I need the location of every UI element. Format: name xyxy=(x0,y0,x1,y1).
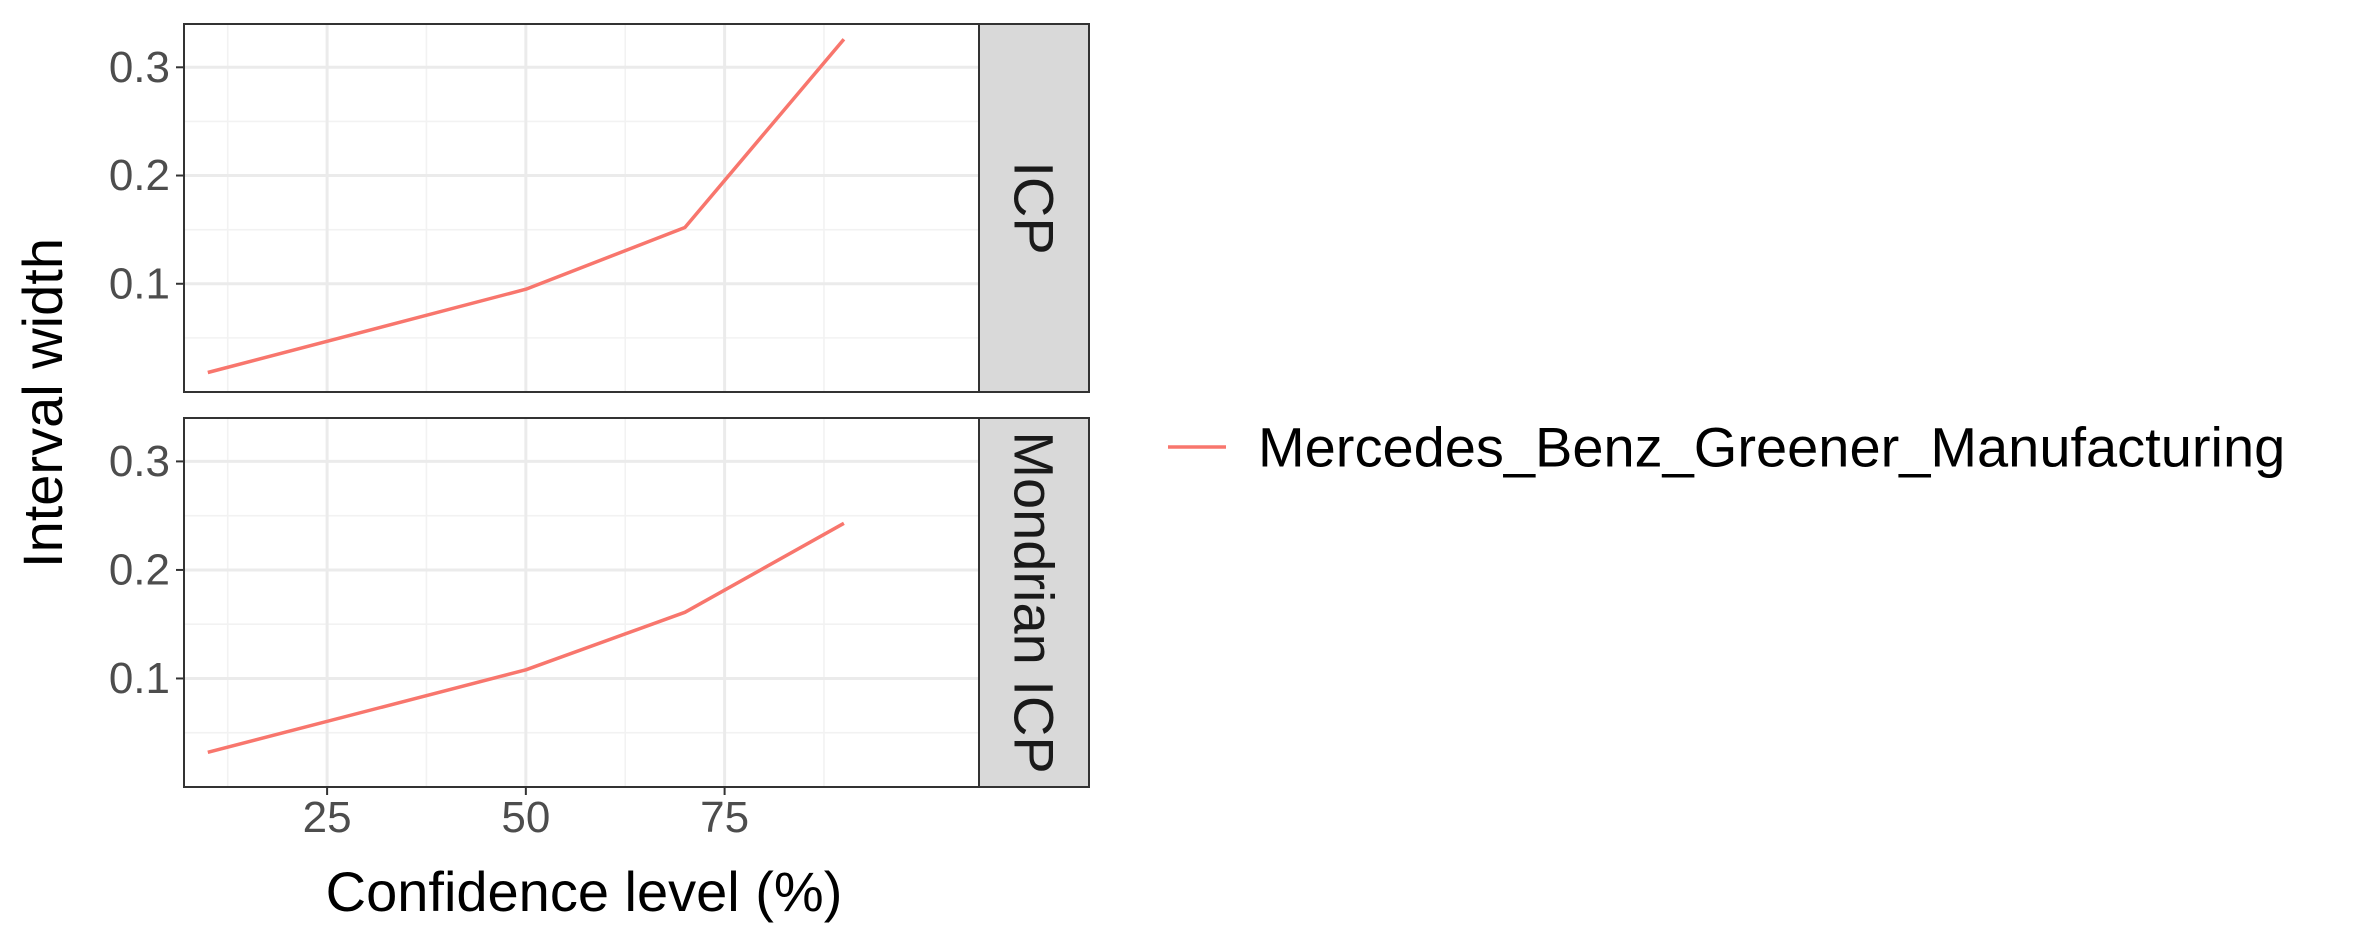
y-tick-label: 0.2 xyxy=(109,545,170,594)
facet-strip: Mondrian ICP xyxy=(978,417,1090,788)
y-tick-label: 0.3 xyxy=(109,43,170,92)
strip-label-group: Mondrian ICP xyxy=(1003,431,1066,773)
y-tick-label: 0.1 xyxy=(109,654,170,703)
series-line xyxy=(207,521,845,754)
strip-label-group: ICP xyxy=(1003,161,1066,254)
y-tick-label: 0.2 xyxy=(109,151,170,200)
panel-mondrian-icp: 0.1 0.2 0.3 Mondrian ICP xyxy=(109,417,1090,788)
y-axis-title: Interval width xyxy=(11,238,74,568)
x-tick-label: 50 xyxy=(501,793,550,842)
x-tick-label: 75 xyxy=(700,793,749,842)
legend: Mercedes_Benz_Greener_Manufacturing xyxy=(1168,416,2285,479)
y-tick-label: 0.3 xyxy=(109,437,170,486)
panel-background xyxy=(184,418,979,787)
y-tick-label: 0.1 xyxy=(109,259,170,308)
facet-strip: ICP xyxy=(978,23,1090,393)
strip-background xyxy=(978,417,1090,788)
panel-background xyxy=(184,24,979,392)
strip-label: ICP xyxy=(1003,161,1066,254)
legend-label: Mercedes_Benz_Greener_Manufacturing xyxy=(1258,416,2285,479)
strip-background xyxy=(978,23,1090,393)
x-tick-label: 25 xyxy=(303,793,352,842)
strip-label: Mondrian ICP xyxy=(1003,431,1066,773)
panels-layer: 0.1 0.2 0.3 ICP 0.1 0.2 0.3 Mondrian ICP xyxy=(109,23,1090,788)
panel-icp: 0.1 0.2 0.3 ICP xyxy=(109,23,1090,393)
x-axis-title: Confidence level (%) xyxy=(326,860,843,923)
series-line xyxy=(207,38,846,375)
x-axis: 25 50 75 xyxy=(303,787,749,842)
